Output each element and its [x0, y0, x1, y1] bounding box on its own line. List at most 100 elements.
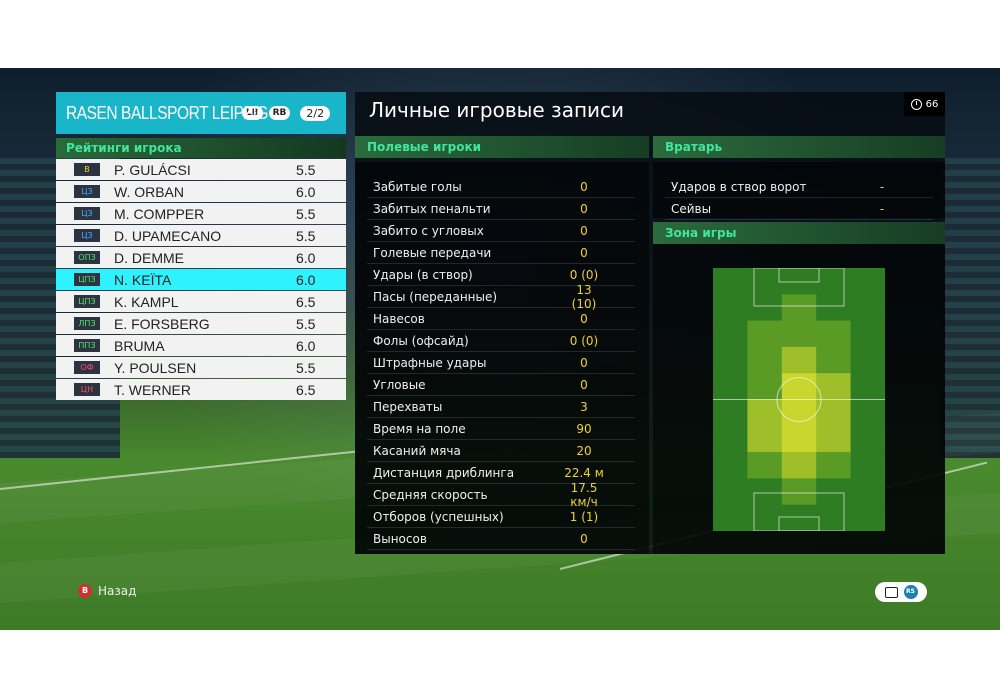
heatmap-cell: [713, 320, 748, 348]
player-rating: 5.5: [296, 205, 316, 222]
stat-label: Навесов: [373, 311, 425, 326]
heatmap-cell: [816, 399, 852, 427]
stat-value: 0: [580, 531, 588, 546]
player-rating: 6.0: [296, 183, 316, 200]
heatmap-cell: [850, 373, 885, 400]
heatmap-cell: [816, 294, 852, 322]
position-badge: ППЗ: [74, 339, 100, 352]
b-button-icon: B: [78, 584, 92, 598]
player-row[interactable]: ОПЗ D. DEMME 6.0: [56, 247, 346, 268]
stat-value: 17.5 км/ч: [570, 480, 598, 509]
pitch-marking: [778, 268, 820, 283]
heatmap-cell: [713, 268, 748, 295]
player-row[interactable]: ЦН T. WERNER 6.5: [56, 379, 346, 400]
back-button[interactable]: B Назад: [78, 584, 136, 598]
clock-value: 66: [925, 98, 939, 110]
heatmap-cell: [816, 373, 852, 400]
stat-value: 0: [580, 201, 588, 216]
heatmap-cell: [850, 504, 885, 531]
heatmap-cell: [747, 478, 783, 506]
stat-value: 0: [580, 179, 588, 194]
lb-button-icon[interactable]: LB: [242, 106, 263, 120]
stat-label: Угловые: [373, 377, 426, 392]
stat-row: Забитых пенальти 0: [367, 198, 635, 220]
heatmap-cell: [816, 478, 852, 506]
player-rating: 6.0: [296, 337, 316, 354]
player-name: K. KAMPL: [114, 293, 179, 310]
heatmap-cell: [713, 373, 748, 400]
heatmap-cell: [781, 294, 817, 322]
back-label: Назад: [98, 584, 137, 598]
team-page-indicator: 2/2: [300, 105, 331, 121]
ratings-section-title: Рейтинги игрока: [56, 138, 346, 158]
team-header: RASEN BALLSPORT LEIPZIG LB RB 2/2: [56, 92, 346, 134]
player-row[interactable]: ЦПЗ N. KEÏTA 6.0: [56, 269, 346, 290]
player-row[interactable]: ЦПЗ K. KAMPL 6.5: [56, 291, 346, 312]
player-row[interactable]: В P. GULÁCSI 5.5: [56, 159, 346, 180]
stat-value: 0: [580, 311, 588, 326]
heatmap-cell: [781, 268, 817, 295]
stat-row: Ударов в створ ворот -: [665, 176, 933, 198]
player-row[interactable]: ЦЗ W. ORBAN 6.0: [56, 181, 346, 202]
heatmap-cell: [816, 346, 852, 374]
heatmap-cell: [747, 294, 783, 322]
heatmap-cell: [713, 346, 748, 374]
stat-label: Сейвы: [671, 201, 712, 216]
player-rating: 5.5: [296, 315, 316, 332]
pitch-marking: [753, 492, 845, 531]
stat-label: Дистанция дриблинга: [373, 465, 515, 480]
player-name: M. COMPPER: [114, 205, 205, 222]
heatmap-cell: [850, 478, 885, 506]
heatmap-cell: [781, 425, 817, 453]
stat-row: Забитые голы 0: [367, 176, 635, 198]
match-clock: 66: [904, 92, 945, 116]
stat-label: Выносов: [373, 531, 427, 546]
player-row[interactable]: ОФ Y. POULSEN 5.5: [56, 357, 346, 378]
player-row[interactable]: ЛПЗ E. FORSBERG 5.5: [56, 313, 346, 334]
player-row[interactable]: ЦЗ D. UPAMECANO 5.5: [56, 225, 346, 246]
stat-row: Забито с угловых 0: [367, 220, 635, 242]
heatmap-cell: [781, 478, 817, 506]
stat-row: Отборов (успешных) 1 (1): [367, 506, 635, 528]
stat-row: Время на поле 90: [367, 418, 635, 440]
chat-button[interactable]: RS: [875, 582, 927, 602]
player-row[interactable]: ППЗ BRUMA 6.0: [56, 335, 346, 356]
heatmap-cell: [850, 268, 885, 295]
stat-label: Касаний мяча: [373, 443, 461, 458]
stat-label: Забито с угловых: [373, 223, 484, 238]
pitch-marking: [753, 268, 845, 307]
stat-value: 20: [576, 443, 592, 458]
rb-button-icon[interactable]: RB: [268, 106, 291, 120]
chat-icon: [884, 586, 898, 598]
page-title: Личные игровые записи: [369, 98, 625, 122]
clock-icon: [910, 98, 922, 110]
heatmap-cell: [713, 504, 748, 531]
stat-value: 90: [576, 421, 592, 436]
play-zone-panel: [653, 244, 945, 554]
heatmap-cell: [747, 452, 783, 479]
rs-button-icon: RS: [903, 585, 918, 599]
heatmap-cell: [816, 452, 852, 479]
stat-label: Фолы (офсайд): [373, 333, 469, 348]
stat-label: Забитых пенальти: [373, 201, 491, 216]
heatmap-cell: [816, 425, 852, 453]
stat-row: Средняя скорость 17.5 км/ч: [367, 480, 635, 509]
stat-value: 0: [580, 245, 588, 260]
stat-row: Выносов 0: [367, 528, 635, 550]
position-badge: ОФ: [74, 361, 100, 374]
player-name: D. UPAMECANO: [114, 227, 222, 244]
heatmap-cell: [850, 452, 885, 479]
position-badge: ЛПЗ: [74, 317, 100, 330]
player-rating: 5.5: [296, 359, 316, 376]
heatmap-cell: [850, 399, 885, 427]
stat-label: Средняя скорость: [373, 487, 488, 502]
stat-value: 22.4 м: [564, 465, 604, 480]
position-badge: ЦПЗ: [74, 295, 100, 308]
position-badge: ЦПЗ: [74, 273, 100, 286]
outfield-stats-table: Забитые голы 0 Забитых пенальти 0 Забито с у…: [355, 162, 649, 554]
heatmap-cell: [747, 268, 783, 295]
player-name: P. GULÁCSI: [114, 161, 191, 178]
player-row[interactable]: ЦЗ M. COMPPER 5.5: [56, 203, 346, 224]
stat-row: Голевые передачи 0: [367, 242, 635, 264]
stat-row: Перехваты 3: [367, 396, 635, 418]
